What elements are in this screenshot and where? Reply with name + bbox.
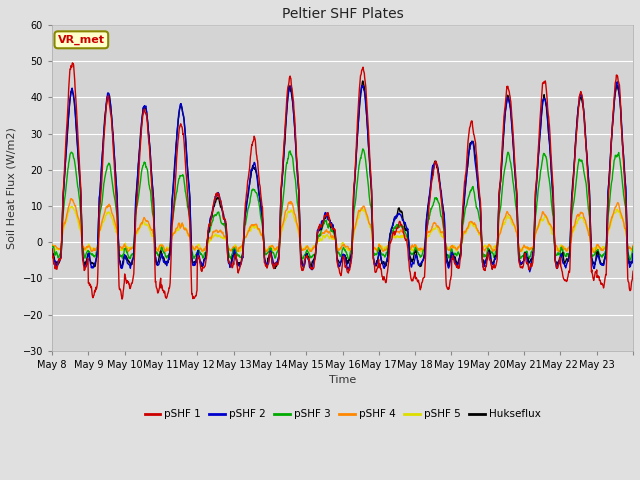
Text: VR_met: VR_met	[58, 35, 105, 45]
Title: Peltier SHF Plates: Peltier SHF Plates	[282, 7, 403, 21]
Legend: pSHF 1, pSHF 2, pSHF 3, pSHF 4, pSHF 5, Hukseflux: pSHF 1, pSHF 2, pSHF 3, pSHF 4, pSHF 5, …	[140, 405, 545, 423]
Y-axis label: Soil Heat Flux (W/m2): Soil Heat Flux (W/m2)	[7, 127, 17, 249]
X-axis label: Time: Time	[329, 375, 356, 385]
